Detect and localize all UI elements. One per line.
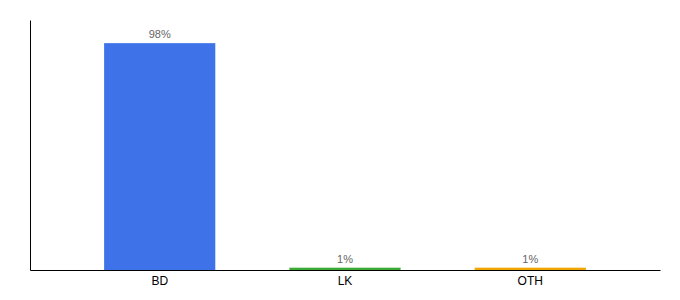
x-axis-line [31, 270, 661, 271]
bar [289, 268, 400, 270]
data-label: 1% [337, 253, 353, 265]
data-labels: 98% 1% 1% [149, 28, 539, 265]
bar [104, 43, 215, 270]
data-label: 98% [149, 28, 171, 40]
y-axis-line [30, 21, 31, 271]
x-tick-label: LK [338, 274, 353, 288]
x-tick: BD [151, 274, 168, 288]
x-tick-label: OTH [518, 274, 543, 288]
plot: BD LK OTH 98% 1% 1% [31, 21, 661, 288]
chart: BD LK OTH 98% 1% 1% [0, 0, 680, 300]
x-tick-label: BD [151, 274, 168, 288]
data-label: 1% [522, 253, 538, 265]
y-axis [30, 21, 31, 271]
x-tick: OTH [518, 274, 543, 288]
x-tick: LK [338, 274, 353, 288]
x-axis: BD LK OTH [31, 271, 661, 288]
bars [104, 43, 586, 270]
bar [475, 268, 586, 270]
